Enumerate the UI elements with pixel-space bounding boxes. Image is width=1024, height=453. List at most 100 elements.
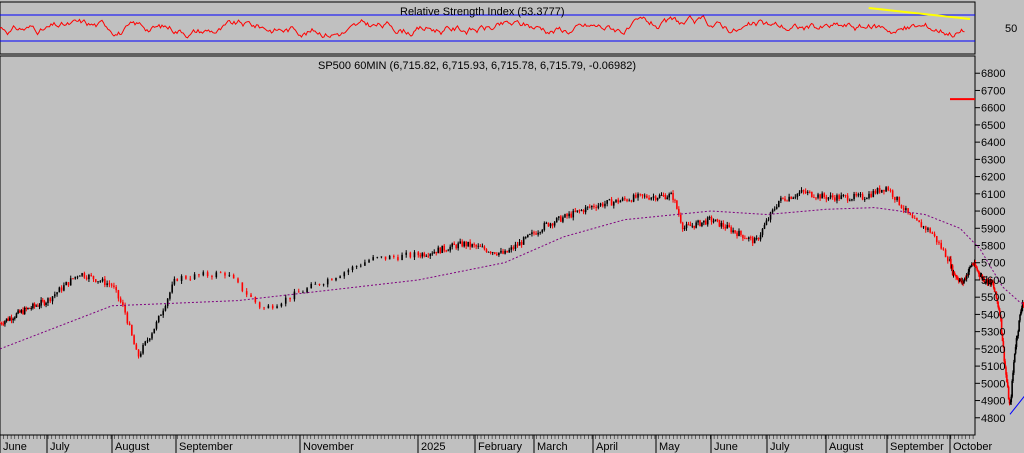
candle-body xyxy=(951,265,954,275)
candle-body xyxy=(51,296,54,302)
rsi-title: Relative Strength Index (53.3777) xyxy=(400,6,565,18)
candle-body xyxy=(872,190,875,197)
candle-body xyxy=(964,277,966,281)
candle-body xyxy=(506,250,508,253)
candle-body xyxy=(887,187,890,191)
candle-body xyxy=(825,197,828,200)
candle-body xyxy=(861,194,864,200)
candle-body xyxy=(331,279,333,281)
candle-body xyxy=(572,210,575,218)
candle-body xyxy=(992,282,994,284)
candle-body xyxy=(907,208,909,213)
candle-body xyxy=(518,242,521,246)
candle-body xyxy=(155,321,158,329)
candle-body xyxy=(582,210,585,213)
candle-body xyxy=(1011,380,1013,397)
candle-body xyxy=(792,197,795,199)
candle-body xyxy=(493,252,496,254)
candle-body xyxy=(896,196,898,201)
candle-body xyxy=(106,283,108,286)
candle-body xyxy=(553,222,556,226)
candle-body xyxy=(863,199,866,200)
candle-body xyxy=(166,298,169,307)
candle-body xyxy=(672,193,674,200)
candle-body xyxy=(427,255,430,257)
candle-body xyxy=(439,247,442,253)
candle-body xyxy=(817,194,819,198)
candle-body xyxy=(732,230,734,233)
candle-body xyxy=(697,220,699,223)
candle-body xyxy=(140,353,142,357)
candle-body xyxy=(76,276,79,278)
candle-body xyxy=(610,199,613,206)
candle-body xyxy=(981,275,984,280)
candle-body xyxy=(423,253,426,257)
y-tick-label: 5400 xyxy=(981,309,1005,321)
candle-body xyxy=(576,210,579,212)
candle-body xyxy=(953,271,956,275)
candle-body xyxy=(491,252,494,254)
candle-body xyxy=(687,224,690,226)
candle-body xyxy=(980,275,983,277)
candle-body xyxy=(79,275,81,277)
rsi-panel: Relative Strength Index (53.3777) 50 xyxy=(0,1,1017,55)
candle-body xyxy=(580,210,583,211)
candle-body xyxy=(297,291,300,293)
candle-body xyxy=(1017,331,1020,337)
candle-body xyxy=(639,193,642,195)
candle-body xyxy=(720,222,723,227)
candle-body xyxy=(5,318,8,322)
candle-body xyxy=(326,279,329,285)
candle-body xyxy=(355,266,358,267)
candle-body xyxy=(652,196,655,198)
candle-body xyxy=(949,258,951,262)
candle-body xyxy=(979,275,982,277)
candle-body xyxy=(900,205,903,209)
candle-body xyxy=(615,199,617,203)
candle-body xyxy=(738,230,740,237)
candle-body xyxy=(142,344,144,354)
candle-body xyxy=(691,225,694,227)
candle-body xyxy=(10,317,13,321)
x-tick-label: October xyxy=(953,441,992,453)
candle-body xyxy=(169,292,171,299)
candle-body xyxy=(15,313,18,318)
candle-body xyxy=(878,188,881,193)
candle-body xyxy=(241,282,244,292)
candle-body xyxy=(33,303,36,307)
candle-body xyxy=(744,238,746,240)
candle-body xyxy=(933,233,936,237)
candle-body xyxy=(985,278,988,282)
candle-body xyxy=(56,292,58,295)
price-panel: SP500 60MIN (6,715.82, 6,715.93, 6,715.7… xyxy=(0,55,1024,436)
candle-body xyxy=(18,310,21,313)
candle-body xyxy=(4,321,6,325)
x-tick-label: September xyxy=(179,441,233,453)
x-tick-label: September xyxy=(890,441,944,453)
x-tick-label: July xyxy=(50,441,70,453)
candle-body xyxy=(215,272,218,278)
candle-body xyxy=(12,318,14,321)
candle-body xyxy=(47,298,49,304)
candle-body xyxy=(22,310,24,315)
candle-body xyxy=(606,200,608,204)
candle-body xyxy=(761,228,764,235)
candle-body xyxy=(646,195,648,198)
candle-body xyxy=(929,228,931,233)
candle-body xyxy=(267,305,270,309)
candle-body xyxy=(9,317,11,321)
candle-body xyxy=(800,190,803,193)
candle-body xyxy=(998,306,1000,311)
candle-body xyxy=(751,237,754,244)
candle-body xyxy=(883,189,885,192)
candle-body xyxy=(578,210,581,212)
candle-body xyxy=(632,194,635,202)
candle-body xyxy=(991,279,993,283)
candle-body xyxy=(237,278,239,283)
candle-body xyxy=(443,245,446,251)
trendline-lower xyxy=(1009,395,1024,415)
candle-body xyxy=(512,247,515,249)
candle-body xyxy=(1020,311,1022,315)
candle-body xyxy=(473,244,475,246)
candle-body xyxy=(131,325,133,336)
